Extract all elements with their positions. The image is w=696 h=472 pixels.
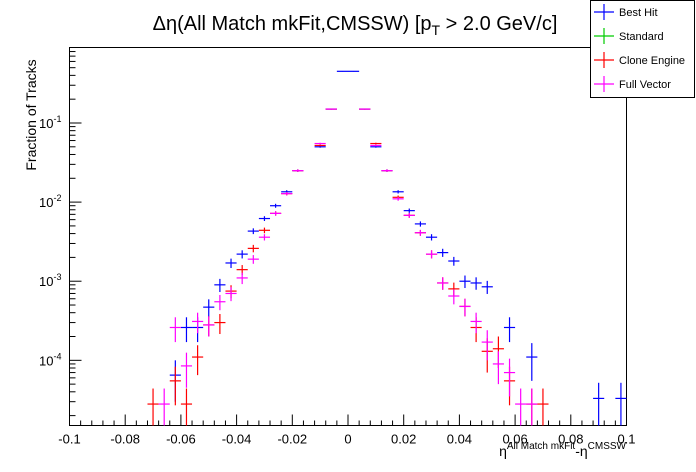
data-point	[348, 70, 360, 72]
data-point	[470, 277, 482, 290]
x-tick-label: 0.02	[391, 432, 416, 447]
data-point	[425, 234, 438, 241]
data-point	[359, 108, 371, 110]
x-tick-label: 0	[344, 432, 351, 447]
x-tick-label: -0.08	[110, 432, 140, 447]
data-point	[247, 244, 259, 253]
data-point	[526, 343, 538, 381]
data-point	[236, 250, 248, 259]
data-point	[537, 388, 549, 426]
data-point	[258, 234, 271, 241]
x-axis-label: ηAll Match mkFit-ηCMSSW	[499, 441, 626, 459]
legend: Best Hit Standard Clone Engine Full Vector	[590, 0, 695, 98]
data-points	[147, 70, 627, 426]
data-point	[225, 287, 237, 302]
legend-entry: Clone Engine	[594, 52, 685, 68]
data-point	[180, 352, 193, 388]
y-tick-label: 10-4	[39, 351, 61, 368]
axes: -0.1 -0.08 -0.06 -0.04 -0.02 0 0.02 0.04 0.06 0.0…	[39, 47, 636, 447]
data-point	[247, 255, 259, 264]
data-point	[414, 221, 426, 227]
y-tick-label: 10-2	[39, 193, 61, 210]
data-point	[470, 312, 482, 334]
data-point	[492, 351, 504, 385]
y-tick-label: 10-1	[39, 114, 61, 131]
data-point	[203, 316, 215, 337]
x-tick-label: 0.04	[447, 432, 472, 447]
data-point	[392, 190, 404, 194]
data-point	[169, 366, 181, 406]
data-point	[281, 191, 293, 196]
data-point	[192, 345, 204, 376]
data-point	[425, 250, 438, 259]
data-point	[258, 227, 271, 234]
data-point	[381, 169, 393, 172]
data-point	[593, 382, 605, 426]
data-point	[214, 278, 226, 293]
data-point	[180, 388, 193, 426]
data-point	[392, 197, 404, 201]
data-point	[314, 144, 326, 147]
data-point	[370, 142, 382, 145]
legend-label: Full Vector	[619, 79, 671, 91]
data-point	[515, 388, 527, 426]
data-point	[403, 213, 415, 218]
data-point	[236, 272, 248, 285]
data-point	[459, 275, 471, 289]
legend-label: Standard	[619, 31, 664, 43]
series-full-vector	[158, 108, 538, 426]
legend-entry: Standard	[594, 28, 664, 44]
data-point	[169, 317, 181, 343]
data-point	[225, 258, 237, 268]
y-axis-label: Fraction of Tracks	[23, 59, 39, 170]
data-point	[437, 248, 449, 257]
legend-entry: Full Vector	[594, 76, 671, 92]
data-point	[370, 144, 382, 147]
data-point	[147, 388, 159, 426]
legend-entry: Best Hit	[594, 4, 658, 20]
data-point	[437, 277, 449, 290]
data-point	[526, 388, 538, 426]
data-point	[292, 169, 304, 172]
data-point	[247, 228, 259, 235]
data-point	[214, 314, 226, 335]
data-point	[325, 108, 337, 110]
y-tick-label: 10-3	[39, 272, 61, 289]
data-point	[481, 330, 493, 361]
data-point	[192, 312, 204, 334]
data-point	[503, 358, 516, 397]
x-tick-label: 0.08	[558, 432, 583, 447]
legend-label: Clone Engine	[619, 55, 685, 67]
x-tick-label: -0.1	[58, 432, 80, 447]
x-tick-label: 0.1	[617, 432, 635, 447]
data-point	[314, 142, 326, 145]
x-tick-label: 0.06	[502, 432, 527, 447]
data-point	[214, 294, 226, 311]
data-point	[270, 203, 282, 208]
data-point	[270, 211, 282, 216]
data-point	[448, 289, 460, 305]
data-point	[448, 256, 460, 266]
legend-label: Best Hit	[619, 7, 658, 19]
data-point	[180, 317, 193, 343]
data-point	[203, 299, 215, 318]
data-point	[336, 70, 348, 72]
data-point	[258, 216, 271, 221]
legend-box	[590, 0, 695, 98]
data-point	[481, 280, 493, 294]
data-point	[615, 382, 627, 426]
data-point	[403, 208, 415, 213]
x-tick-label: -0.02	[277, 432, 307, 447]
data-point	[414, 229, 426, 236]
x-tick-label: -0.06	[166, 432, 196, 447]
x-tick-label: -0.04	[222, 432, 252, 447]
data-point	[503, 317, 516, 343]
chart-title: Δη(All Match mkFit,CMSSW) [pT > 2.0 GeV/…	[153, 13, 558, 38]
data-point	[459, 298, 471, 317]
data-point	[158, 388, 170, 426]
